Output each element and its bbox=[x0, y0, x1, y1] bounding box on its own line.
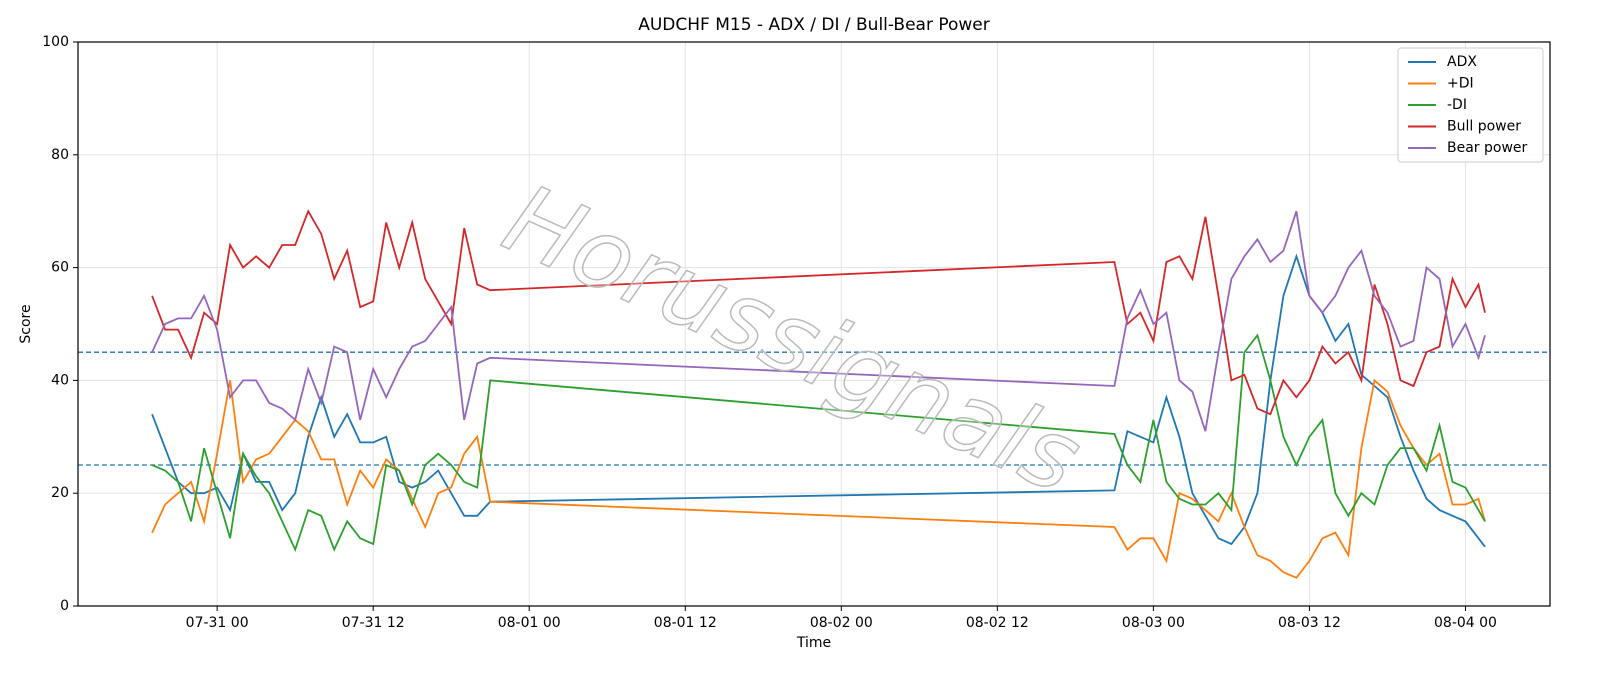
y-axis-label: Score bbox=[18, 304, 34, 343]
x-tick-label: 08-01 12 bbox=[654, 615, 717, 631]
y-tick-label: 0 bbox=[60, 598, 69, 614]
x-axis-label: Time bbox=[796, 635, 831, 651]
watermark: Horussignals bbox=[489, 163, 1097, 516]
x-tick-label: 08-03 00 bbox=[1122, 615, 1185, 631]
x-tick-label: 08-02 12 bbox=[966, 615, 1029, 631]
x-tick-label: 07-31 00 bbox=[186, 615, 249, 631]
legend-label: +DI bbox=[1447, 76, 1474, 92]
series-line bbox=[151, 378, 1486, 579]
y-tick-label: 20 bbox=[51, 485, 69, 501]
y-tick-label: 100 bbox=[42, 34, 69, 50]
plot-frame bbox=[77, 41, 1551, 607]
series-line bbox=[151, 210, 1486, 432]
x-tick-label: 07-31 12 bbox=[342, 615, 405, 631]
legend-label: Bull power bbox=[1447, 119, 1521, 135]
y-tick-label: 60 bbox=[51, 260, 69, 276]
legend-box bbox=[1397, 47, 1544, 163]
series-line bbox=[151, 333, 1486, 553]
series-line bbox=[151, 253, 1486, 548]
y-tick-label: 80 bbox=[51, 147, 69, 163]
x-tick-label: 08-03 12 bbox=[1278, 615, 1341, 631]
x-tick-label: 08-01 00 bbox=[498, 615, 561, 631]
chart-title: AUDCHF M15 - ADX / DI / Bull-Bear Power bbox=[638, 15, 990, 35]
series-line bbox=[151, 209, 1486, 416]
legend-label: Bear power bbox=[1447, 140, 1528, 156]
y-tick-label: 40 bbox=[51, 372, 69, 388]
x-tick-label: 08-02 00 bbox=[810, 615, 873, 631]
legend-label: -DI bbox=[1447, 97, 1467, 113]
x-tick-label: 08-04 00 bbox=[1434, 615, 1497, 631]
legend-label: ADX bbox=[1447, 54, 1477, 70]
